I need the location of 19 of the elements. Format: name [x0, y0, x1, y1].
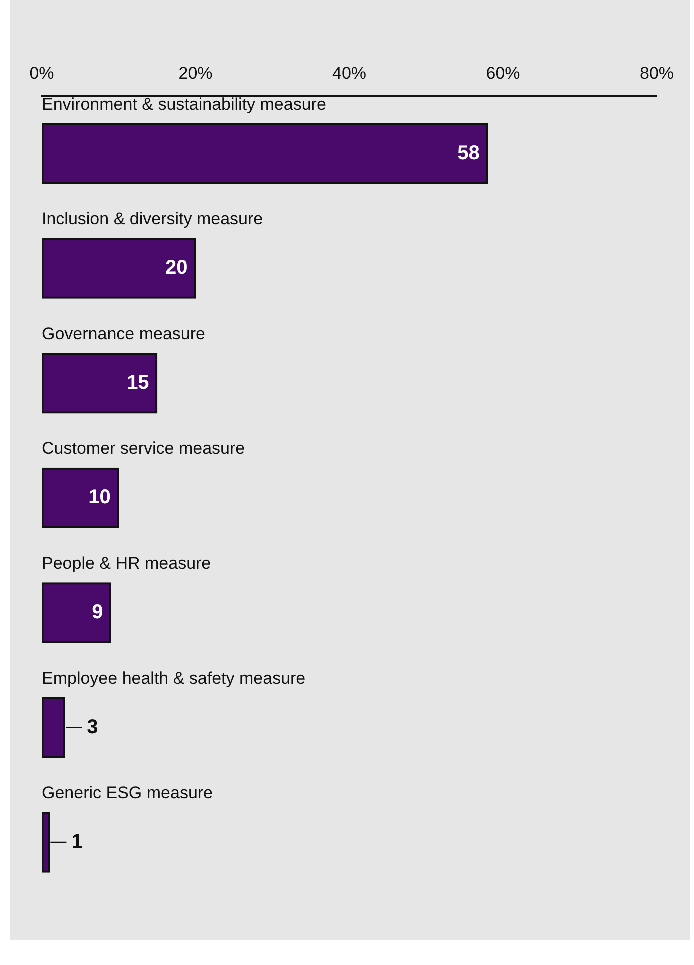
x-tick-label: 40%: [332, 64, 367, 83]
data-label: 9: [92, 602, 104, 624]
data-label: 10: [88, 486, 111, 509]
y-tick-label: People & HR measure: [42, 554, 212, 573]
x-tick-label: 0%: [30, 64, 54, 83]
y-tick-label: Inclusion & diversity measure: [42, 210, 264, 229]
y-tick-label: Employee health & safety measure: [42, 668, 306, 688]
data-label: 20: [166, 257, 188, 280]
data-label: 58: [458, 142, 480, 164]
data-label: 15: [127, 372, 150, 394]
y-tick-label: Customer service measure: [42, 439, 246, 458]
data-label: 3: [87, 716, 98, 738]
y-tick-label: Environment & sustainability measure: [42, 94, 326, 114]
x-tick-label: 20%: [178, 64, 213, 83]
x-tick-label: 60%: [486, 64, 520, 83]
data-label: 1: [72, 831, 83, 854]
y-tick-label: Governance measure: [42, 324, 206, 344]
x-tick-label: 80%: [640, 64, 674, 83]
y-tick-label: Generic ESG measure: [42, 784, 214, 803]
